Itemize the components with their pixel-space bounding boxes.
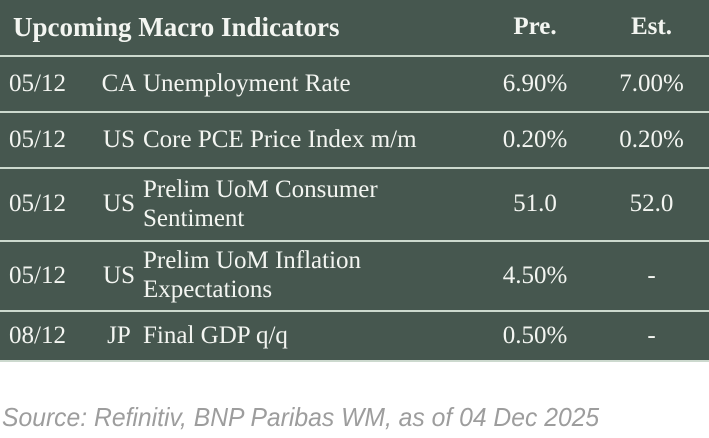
table-row: 05/12 US Prelim UoM Consumer Sentiment 5… [0,167,709,240]
macro-indicators-table: Upcoming Macro Indicators Pre. Est. 05/1… [0,0,709,362]
column-header-est: Est. [631,13,672,41]
table-title: Upcoming Macro Indicators [13,11,340,42]
estimate-value-cell: 0.20% [619,125,684,153]
source-note: Source: Refinitiv, BNP Paribas WM, as of… [2,402,600,432]
date-cell: 05/12 [9,125,66,153]
estimate-value-cell: 52.0 [629,190,674,218]
table-row: 08/12 JP Final GDP q/q 0.50% - [0,310,709,360]
date-cell: 08/12 [9,321,66,349]
indicator-cell: Prelim UoM Consumer Sentiment [143,175,378,232]
country-cell: US [103,125,135,153]
previous-value-cell: 0.50% [502,321,568,349]
date-cell: 05/12 [9,69,66,97]
date-cell: 05/12 [9,261,66,289]
estimate-value-cell: - [647,321,656,349]
column-header-pre: Pre. [513,13,557,41]
previous-value-cell: 0.20% [502,125,568,153]
footer-area: Source: Refinitiv, BNP Paribas WM, as of… [0,362,709,438]
table-row: 05/12 CA Unemployment Rate 6.90% 7.00% [0,55,709,111]
indicator-cell: Unemployment Rate [143,69,351,97]
indicator-cell: Prelim UoM Inflation Expectations [143,247,362,303]
date-cell: 05/12 [9,190,66,218]
country-cell: US [103,190,135,218]
indicator-cell: Core PCE Price Index m/m [143,125,417,153]
country-cell: US [103,261,135,289]
table-row: 05/12 US Prelim UoM Inflation Expectatio… [0,240,709,310]
previous-value-cell: 6.90% [502,69,568,97]
estimate-value-cell: 7.00% [619,69,684,97]
table-row: 05/12 US Core PCE Price Index m/m 0.20% … [0,111,709,167]
country-cell: JP [107,321,131,349]
previous-value-cell: 4.50% [502,261,568,289]
previous-value-cell: 51.0 [513,190,557,218]
indicator-cell: Final GDP q/q [143,321,288,349]
estimate-value-cell: - [647,261,656,289]
country-cell: CA [101,69,137,97]
table-header-row: Upcoming Macro Indicators Pre. Est. [0,0,709,55]
